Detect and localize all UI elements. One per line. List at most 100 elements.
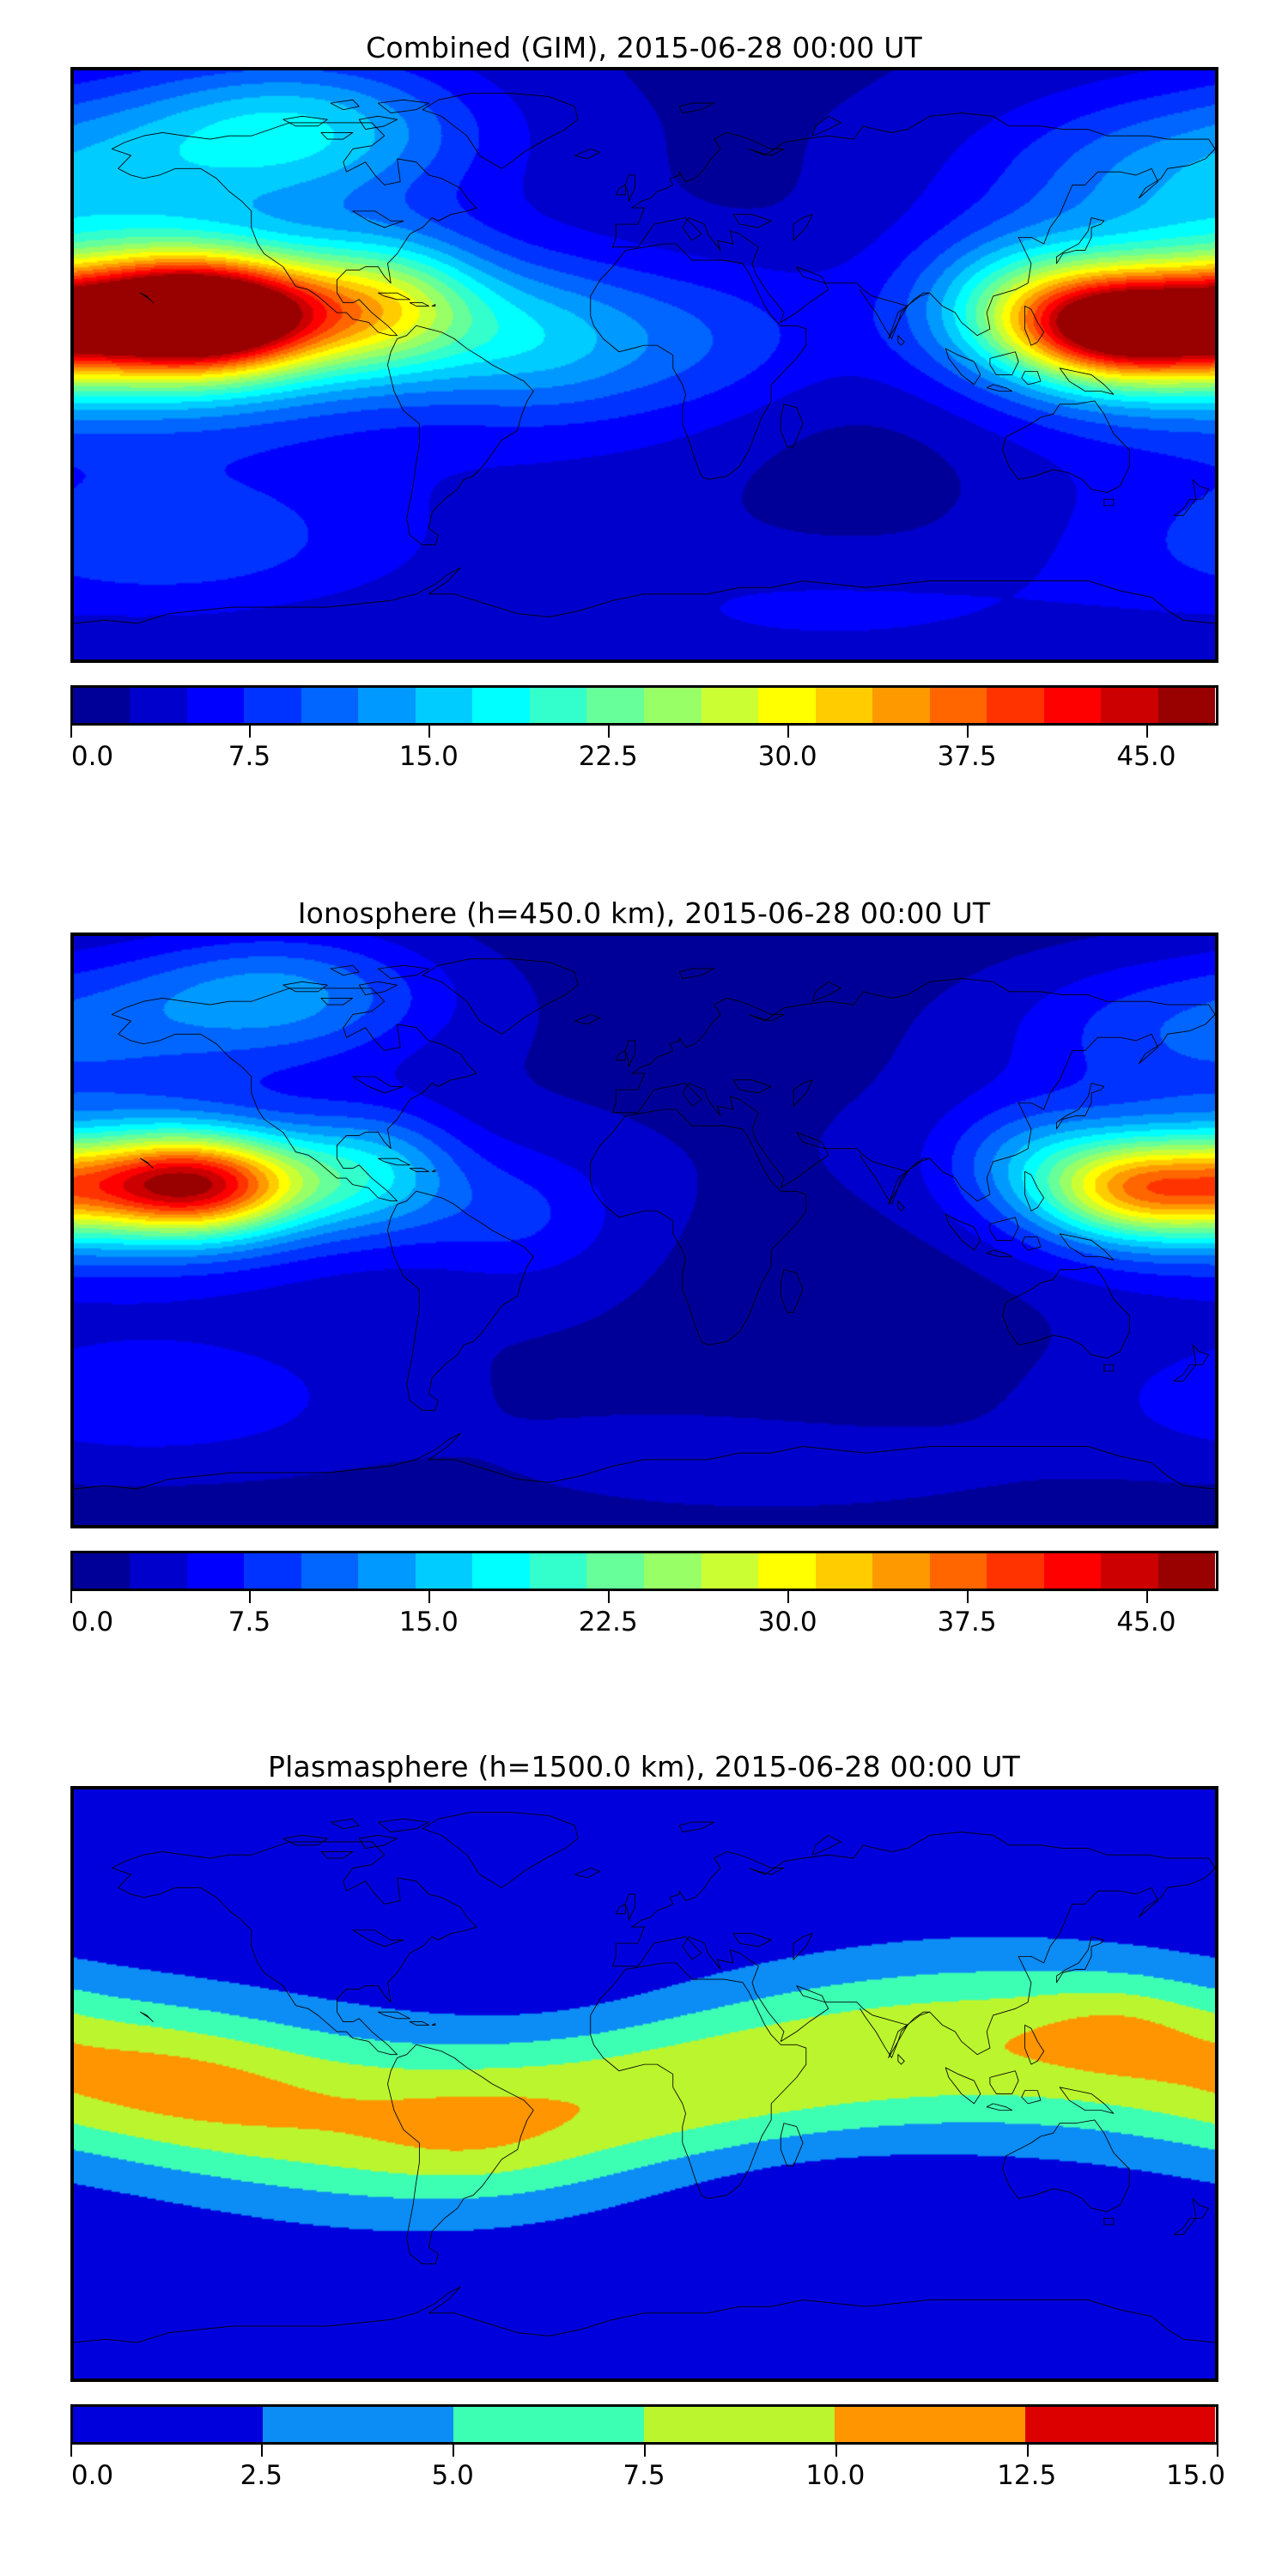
colorbar-band xyxy=(1101,688,1158,723)
coastline-path xyxy=(422,94,578,169)
colorbar-band xyxy=(72,2407,264,2442)
coastline-path xyxy=(590,1109,805,1345)
colorbar-band xyxy=(1024,2407,1216,2442)
colorbar-tick-label: 15.0 xyxy=(1165,2460,1226,2491)
coastline-path xyxy=(679,969,714,978)
colorbar-band xyxy=(872,1553,930,1589)
panel-title-plasmasphere: Plasmasphere (h=1500.0 km), 2015-06-28 0… xyxy=(268,1750,1020,1783)
colorbar-tick-label: 45.0 xyxy=(1116,741,1176,772)
coastline-path xyxy=(410,2022,428,2026)
colorbar-tick-label: 45.0 xyxy=(1116,1607,1176,1637)
coastline-path xyxy=(612,1832,1214,1966)
colorbar-band xyxy=(643,2407,835,2442)
coastline-path xyxy=(781,1270,803,1313)
colorbar-band xyxy=(701,1553,759,1589)
coastline-path xyxy=(1174,1345,1209,1381)
coastline-path xyxy=(432,1170,435,1171)
coastline-path xyxy=(989,352,1018,375)
colorbar-band xyxy=(1043,688,1102,723)
panel-title-combined: Combined (GIM), 2015-06-28 00:00 UT xyxy=(366,31,922,64)
coastline-path xyxy=(432,304,435,306)
coastline-path xyxy=(860,2008,929,2057)
coastline-path xyxy=(378,293,410,300)
coastline-path xyxy=(1103,499,1113,506)
coastline-path xyxy=(987,1250,1012,1257)
coastline-path xyxy=(74,568,1215,623)
colorbar-tick-label: 22.5 xyxy=(578,741,638,772)
coastline-path xyxy=(590,244,805,479)
coastline-path xyxy=(1024,306,1043,345)
coastline-path xyxy=(1103,1364,1113,1371)
colorbar-tick xyxy=(1026,2445,1029,2457)
coastline-path xyxy=(1002,1267,1129,1358)
panel-combined-gim: Combined (GIM), 2015-06-28 00:00 UT 0.0 7… xyxy=(0,29,1288,779)
colorbar-band xyxy=(472,688,530,723)
colorbar-tick xyxy=(1145,1591,1148,1603)
coastline-path xyxy=(283,116,327,125)
coastlines-combined xyxy=(74,70,1215,659)
colorbar-tick-label: 0.0 xyxy=(70,1607,114,1637)
colorbar-gradient-combined xyxy=(70,685,1218,726)
colorbar-band xyxy=(987,1553,1044,1589)
coastline-path xyxy=(1024,2025,1043,2064)
map-field-ionosphere xyxy=(73,936,1215,1525)
colorbar-tick-label: 0.0 xyxy=(70,2460,114,2491)
coastline-path xyxy=(1060,368,1114,394)
colorbar-tick-label: 15.0 xyxy=(398,1607,459,1637)
coastline-path xyxy=(359,116,397,129)
colorbar-band xyxy=(529,1553,587,1589)
coastline-path xyxy=(812,116,841,136)
coastline-path xyxy=(625,175,635,201)
coastline-path xyxy=(612,113,1214,247)
coastline-path xyxy=(112,988,477,1201)
coastline-path xyxy=(1056,1937,1103,1983)
colorbar-tick-label: 5.0 xyxy=(431,2460,474,2491)
coastline-path xyxy=(812,981,841,1001)
colorbar-band xyxy=(358,1553,416,1589)
colorbar-band xyxy=(301,688,359,723)
coastline-path xyxy=(1060,1234,1114,1260)
coastlines-plasmasphere xyxy=(74,1789,1215,2379)
colorbar-band xyxy=(263,2407,454,2442)
colorbar-tick xyxy=(787,1591,790,1603)
colorbar-tick xyxy=(835,2445,837,2457)
coastline-path xyxy=(320,1851,352,1858)
coastline-path xyxy=(732,1080,770,1093)
coastline-path xyxy=(679,103,714,112)
colorbar-band xyxy=(529,688,587,723)
colorbar-band xyxy=(1101,1553,1158,1589)
coastline-path xyxy=(378,965,428,978)
coastline-path xyxy=(320,132,352,139)
coastline-path xyxy=(112,123,477,336)
coastline-path xyxy=(387,325,533,544)
colorbar-tick xyxy=(261,2445,264,2457)
coastline-path xyxy=(331,100,359,109)
colorbar-ticklabels-plasmasphere: 0.0 2.5 5.0 7.5 10.0 12.5 15.0 xyxy=(70,2458,1225,2498)
colorbar-tick xyxy=(249,726,252,738)
colorbar-band xyxy=(301,1553,359,1589)
colorbar-gradient-plasmasphere xyxy=(70,2404,1218,2445)
colorbar-band xyxy=(834,2407,1025,2442)
coastline-path xyxy=(378,100,428,112)
colorbar-tick-label: 15.0 xyxy=(398,741,459,772)
colorbar-band xyxy=(244,1553,301,1589)
coastline-path xyxy=(616,185,625,194)
colorbar-band xyxy=(415,688,473,723)
coastline-path xyxy=(410,303,428,307)
colorbar-tick xyxy=(644,2445,646,2457)
coastline-path xyxy=(74,1433,1215,1489)
colorbar-band xyxy=(72,1553,131,1589)
colorbar-tick xyxy=(608,1591,611,1603)
colorbar-tick-label: 30.0 xyxy=(757,1607,817,1637)
coastline-path xyxy=(590,1963,805,2198)
colorbar-tick xyxy=(453,2445,455,2457)
colorbar-band xyxy=(815,1553,873,1589)
colorbar-ticks-plasmasphere xyxy=(70,2445,1218,2458)
colorbar-combined: 0.0 7.5 15.0 22.5 30.0 37.5 45.0 xyxy=(70,685,1218,779)
panel-plasmasphere: Plasmasphere (h=1500.0 km), 2015-06-28 0… xyxy=(0,1748,1288,2498)
map-field-plasmasphere xyxy=(73,1789,1215,2379)
coastline-path xyxy=(1021,1237,1040,1250)
coastline-path xyxy=(359,1835,397,1848)
colorbar-band xyxy=(186,1553,245,1589)
